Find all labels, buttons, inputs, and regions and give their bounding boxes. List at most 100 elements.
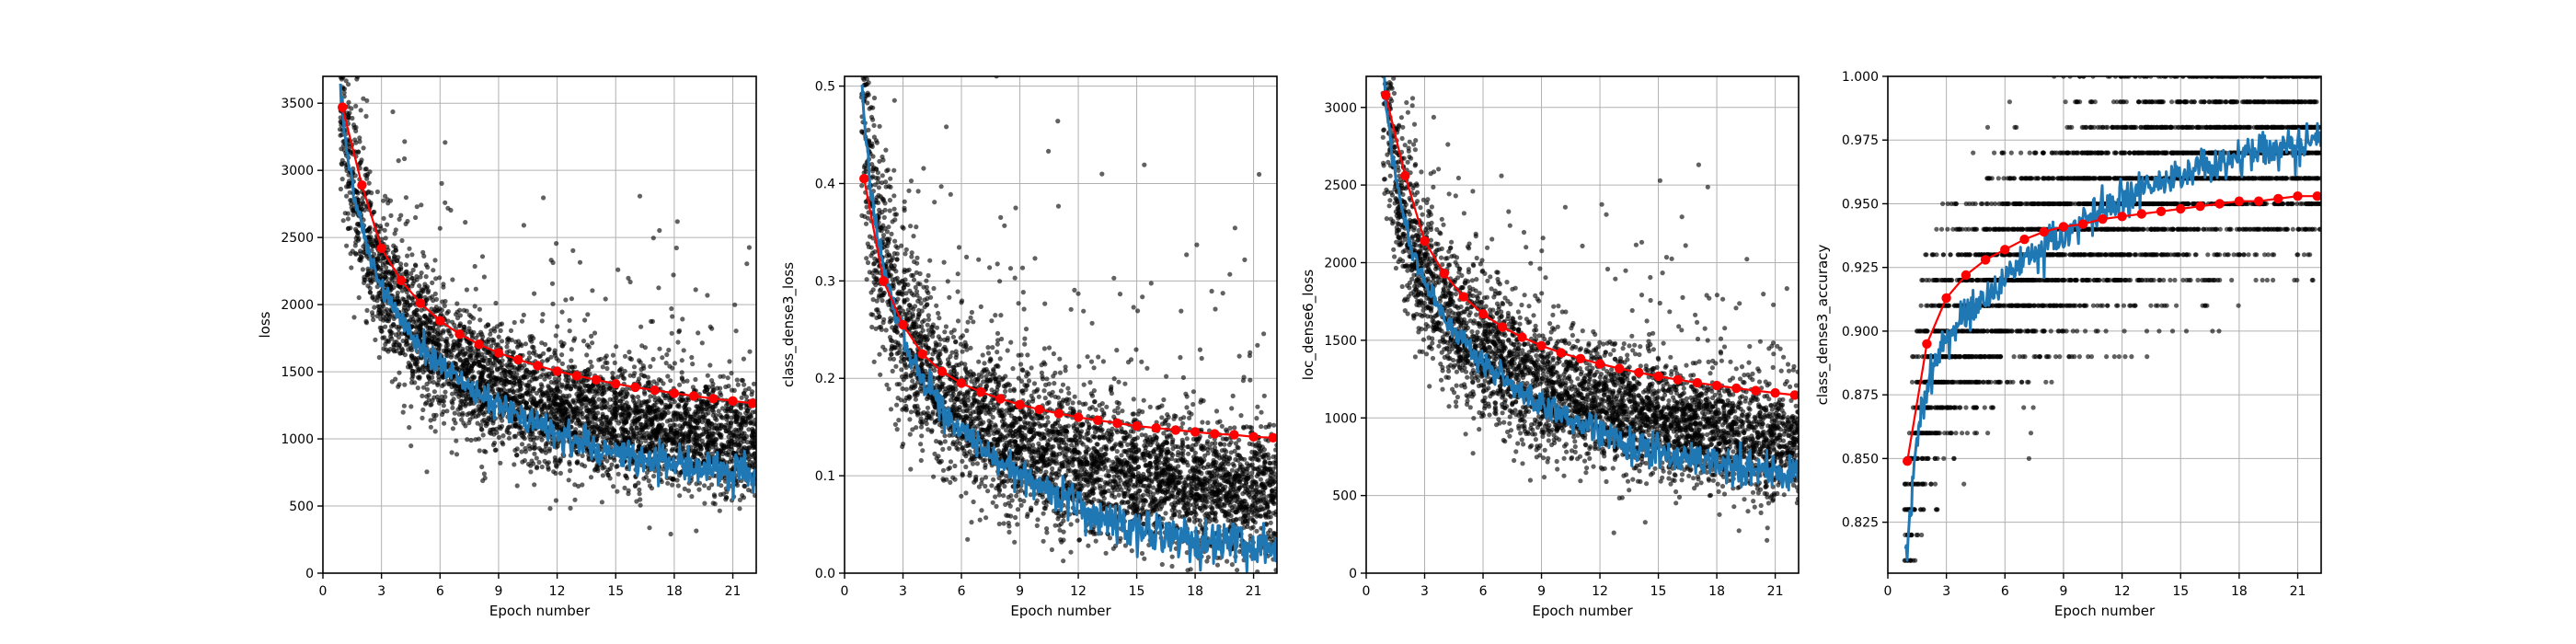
scatter-point — [746, 385, 752, 391]
scatter-point — [706, 425, 712, 431]
scatter-point — [627, 373, 633, 378]
scatter-point — [590, 419, 595, 424]
scatter-point — [635, 417, 640, 422]
scatter-point — [402, 139, 408, 144]
scatter-point — [384, 265, 389, 270]
scatter-point — [648, 394, 653, 399]
scatter-point — [559, 309, 565, 315]
scatter-point — [495, 342, 501, 348]
scatter-point — [676, 328, 683, 334]
scatter-point — [549, 281, 556, 286]
scatter-point — [612, 360, 617, 365]
scatter-point — [552, 398, 558, 404]
scatter-point — [403, 299, 408, 305]
scatter-point — [653, 428, 659, 433]
scatter-point — [498, 365, 503, 371]
scatter-point — [414, 357, 420, 362]
scatter-point — [620, 425, 626, 431]
scatter-point — [451, 397, 456, 402]
scatter-point — [454, 391, 459, 397]
scatter-point — [556, 402, 561, 408]
scatter-point — [536, 445, 542, 451]
scatter-point — [590, 288, 595, 293]
scatter-point — [493, 378, 499, 384]
scatter-point — [539, 437, 545, 443]
scatter-point — [998, 214, 1004, 220]
scatter-point — [1139, 359, 1144, 364]
scatter-point — [526, 351, 532, 356]
scatter-point — [355, 149, 361, 155]
x-tick-label: 12 — [549, 584, 566, 599]
scatter-point — [648, 363, 653, 369]
scatter-point — [410, 374, 416, 379]
scatter-point — [652, 397, 658, 403]
scatter-point — [362, 277, 367, 282]
scatter-point — [692, 452, 697, 457]
scatter-point — [362, 167, 368, 172]
scatter-point — [527, 334, 533, 339]
scatter-point — [579, 401, 584, 407]
scatter-point — [450, 400, 455, 406]
epoch-marker — [415, 298, 426, 308]
scatter-point — [1061, 558, 1066, 564]
scatter-point — [342, 211, 348, 216]
scatter-point — [377, 291, 383, 296]
scatter-point — [554, 241, 559, 247]
scatter-point — [532, 291, 537, 296]
scatter-point — [528, 373, 534, 378]
scatter-point — [464, 308, 469, 314]
scatter-point — [468, 437, 474, 443]
scatter-point — [339, 177, 345, 182]
scatter-point — [578, 411, 583, 417]
scatter-point — [588, 475, 594, 480]
scatter-point — [416, 293, 422, 298]
scatter-point — [381, 198, 386, 203]
scatter-point — [575, 418, 581, 423]
scatter-point — [705, 387, 710, 393]
scatter-point — [1012, 275, 1018, 281]
scatter-point — [390, 109, 396, 115]
scatter-point — [604, 415, 609, 420]
scatter-point — [374, 189, 380, 195]
scatter-point — [689, 354, 695, 361]
scatter-point — [566, 477, 571, 483]
scatter-point — [637, 358, 642, 363]
scatter-point — [674, 477, 680, 483]
scatter-point — [741, 356, 747, 362]
scatter-point — [580, 482, 585, 488]
scatter-point — [914, 255, 920, 260]
scatter-point — [460, 393, 466, 398]
scatter-point — [352, 243, 358, 248]
y-tick-label: 1000 — [281, 432, 314, 447]
scatter-point — [864, 277, 869, 282]
scatter-point — [663, 427, 669, 432]
scatter-point — [368, 235, 374, 240]
scatter-point — [737, 506, 742, 512]
scatter-point — [1013, 514, 1018, 521]
scatter-point — [471, 361, 477, 366]
scatter-point — [1041, 538, 1046, 544]
scatter-point — [638, 421, 643, 427]
scatter-point — [398, 350, 404, 356]
scatter-point — [627, 279, 633, 285]
scatter-point — [1045, 415, 1051, 420]
scatter-point — [478, 329, 484, 335]
scatter-point — [600, 405, 605, 410]
scatter-point — [689, 494, 695, 500]
scatter-point — [375, 256, 381, 261]
scatter-point — [531, 434, 536, 440]
scatter-point — [441, 403, 446, 408]
scatter-point — [357, 251, 362, 257]
scatter-point — [454, 361, 459, 367]
scatter-point — [477, 379, 483, 385]
scatter-point — [564, 384, 569, 389]
scatter-point — [552, 348, 558, 353]
scatter-point — [668, 431, 673, 436]
scatter-point — [489, 386, 496, 393]
scatter-point — [389, 270, 395, 276]
scatter-point — [389, 336, 395, 341]
scatter-point — [642, 411, 649, 417]
scatter-point — [483, 379, 489, 385]
scatter-point — [617, 391, 623, 397]
scatter-point — [643, 421, 649, 428]
